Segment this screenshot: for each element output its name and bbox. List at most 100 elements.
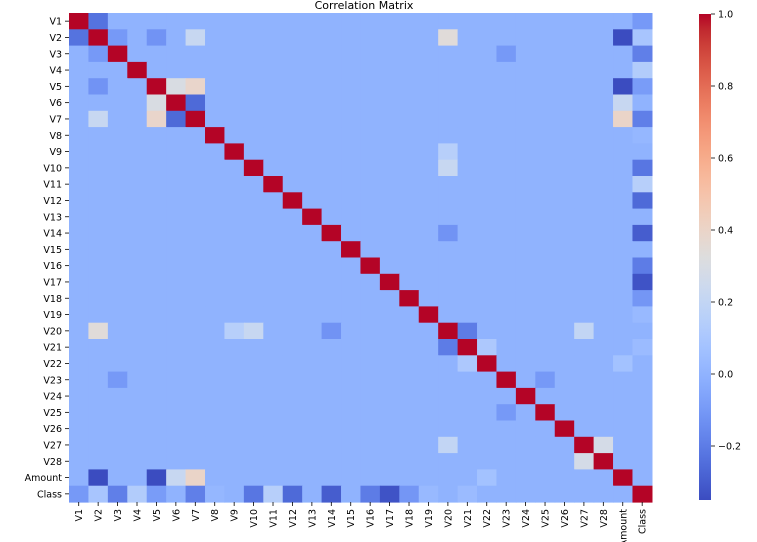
heatmap-cell-V23-V5 bbox=[146, 371, 167, 389]
heatmap-cell-V8-V13 bbox=[302, 127, 323, 144]
heatmap-cell-V15-V25 bbox=[535, 241, 556, 259]
heatmap-cell-V12-V20 bbox=[438, 192, 459, 210]
heatmap-cell-V14-V14 bbox=[321, 224, 342, 242]
heatmap-cell-V9-V26 bbox=[554, 143, 575, 161]
heatmap-cell-Amount-V4 bbox=[127, 469, 148, 487]
heatmap-cell-V11-V16 bbox=[360, 176, 381, 193]
heatmap-cell-V20-V22 bbox=[477, 322, 498, 340]
heatmap-cell-V23-V28 bbox=[593, 371, 614, 389]
heatmap-cell-V13-V28 bbox=[593, 208, 614, 226]
heatmap-cell-V7-Amount bbox=[613, 110, 634, 128]
heatmap-cell-V22-V7 bbox=[185, 355, 206, 373]
heatmap-cell-V13-V14 bbox=[321, 208, 342, 226]
heatmap-cell-Class-V22 bbox=[477, 485, 498, 503]
heatmap-cell-V17-V19 bbox=[418, 273, 439, 291]
heatmap-cell-V6-V25 bbox=[535, 94, 556, 112]
heatmap-cell-V7-V6 bbox=[166, 110, 187, 128]
heatmap-cell-V28-Amount bbox=[613, 453, 634, 470]
heatmap-cell-V22-V27 bbox=[574, 355, 595, 373]
heatmap-cell-V3-V28 bbox=[593, 45, 614, 63]
heatmap-cell-V16-V28 bbox=[593, 257, 614, 275]
x-tick-label-V3: V3 bbox=[113, 509, 124, 522]
heatmap-cell-Class-V11 bbox=[263, 485, 284, 503]
heatmap-cell-V12-V10 bbox=[243, 192, 264, 210]
heatmap-cell-Class-V6 bbox=[166, 485, 187, 503]
heatmap-cell-V18-V3 bbox=[107, 290, 128, 307]
heatmap-cell-V7-V4 bbox=[127, 110, 148, 128]
heatmap-cell-Class-V4 bbox=[127, 485, 148, 503]
heatmap-cell-V1-V22 bbox=[477, 13, 498, 30]
heatmap-cell-V16-V16 bbox=[360, 257, 381, 275]
heatmap-cell-V16-V11 bbox=[263, 257, 284, 275]
heatmap-cell-V14-V21 bbox=[457, 224, 478, 242]
heatmap-cell-V4-V19 bbox=[418, 61, 439, 79]
heatmap-cell-V12-V3 bbox=[107, 192, 128, 210]
heatmap-cell-V20-V14 bbox=[321, 322, 342, 340]
heatmap-cell-V1-V26 bbox=[554, 13, 575, 30]
heatmap-cell-V22-V4 bbox=[127, 355, 148, 373]
x-tick-label-V4: V4 bbox=[133, 509, 144, 522]
heatmap-cell-V18-V13 bbox=[302, 290, 323, 307]
heatmap-cell-V27-V27 bbox=[574, 436, 595, 454]
heatmap-cell-V22-V9 bbox=[224, 355, 245, 373]
heatmap-cell-V27-V28 bbox=[593, 436, 614, 454]
heatmap-cell-V5-V18 bbox=[399, 78, 420, 96]
heatmap-cell-V19-V18 bbox=[399, 306, 420, 324]
y-tick-label-Amount: Amount bbox=[25, 473, 63, 484]
heatmap-cell-V11-V11 bbox=[263, 176, 284, 193]
x-tick-label-V6: V6 bbox=[171, 509, 182, 522]
heatmap-cell-V22-V19 bbox=[418, 355, 439, 373]
heatmap-cell-V5-V11 bbox=[263, 78, 284, 96]
heatmap-cell-Amount-V16 bbox=[360, 469, 381, 487]
heatmap-cell-V6-V9 bbox=[224, 94, 245, 112]
heatmap-cell-V27-V12 bbox=[282, 436, 303, 454]
heatmap-cell-V14-V18 bbox=[399, 224, 420, 242]
heatmap-cell-V11-V23 bbox=[496, 176, 517, 193]
heatmap-cell-V24-V2 bbox=[88, 387, 109, 405]
heatmap-cell-V4-V26 bbox=[554, 61, 575, 79]
heatmap-cell-V18-V18 bbox=[399, 290, 420, 307]
heatmap-cell-V15-V17 bbox=[379, 241, 400, 259]
heatmap-cell-V19-V22 bbox=[477, 306, 498, 324]
heatmap-cell-V2-V17 bbox=[379, 29, 400, 47]
heatmap-cell-V27-V9 bbox=[224, 436, 245, 454]
heatmap-cell-V27-V5 bbox=[146, 436, 167, 454]
heatmap-cell-V11-V8 bbox=[205, 176, 226, 193]
heatmap-cell-V3-V10 bbox=[243, 45, 264, 63]
heatmap-cell-V24-V1 bbox=[69, 387, 90, 405]
heatmap-cell-V5-V15 bbox=[341, 78, 362, 96]
heatmap-cell-V13-V20 bbox=[438, 208, 459, 226]
heatmap-cell-V28-V6 bbox=[166, 453, 187, 470]
heatmap-cell-V21-V1 bbox=[69, 339, 90, 356]
y-tick-label-V18: V18 bbox=[43, 294, 62, 305]
heatmap-cell-V21-V26 bbox=[554, 339, 575, 356]
heatmap-cell-V20-Class bbox=[632, 322, 653, 340]
heatmap-cell-V28-V24 bbox=[515, 453, 536, 470]
heatmap-cell-V3-V27 bbox=[574, 45, 595, 63]
heatmap-cell-V19-V1 bbox=[69, 306, 90, 324]
colorbar-gradient bbox=[699, 14, 711, 500]
heatmap-cell-V9-V7 bbox=[185, 143, 206, 161]
heatmap-cell-V6-V10 bbox=[243, 94, 264, 112]
heatmap-cell-V3-V2 bbox=[88, 45, 109, 63]
heatmap-cell-V14-Amount bbox=[613, 224, 634, 242]
heatmap-cell-Amount-V14 bbox=[321, 469, 342, 487]
heatmap-cell-V26-V17 bbox=[379, 420, 400, 438]
heatmap-cell-V11-V10 bbox=[243, 176, 264, 193]
heatmap-cell-V1-V19 bbox=[418, 13, 439, 30]
heatmap-cell-V13-V11 bbox=[263, 208, 284, 226]
y-tick-label-V3: V3 bbox=[49, 49, 62, 60]
heatmap-cell-V14-V19 bbox=[418, 224, 439, 242]
heatmap-cell-V7-V11 bbox=[263, 110, 284, 128]
heatmap-cell-V18-V17 bbox=[379, 290, 400, 307]
heatmap-cell-V17-V2 bbox=[88, 273, 109, 291]
heatmap-cell-V4-Amount bbox=[613, 61, 634, 79]
heatmap-cell-V1-V23 bbox=[496, 13, 517, 30]
heatmap-cell-V20-V4 bbox=[127, 322, 148, 340]
y-tick-label-V1: V1 bbox=[49, 17, 62, 28]
y-tick-label-V10: V10 bbox=[43, 163, 62, 174]
heatmap-cell-V25-V26 bbox=[554, 404, 575, 422]
heatmap-cell-V9-V4 bbox=[127, 143, 148, 161]
heatmap-cell-V18-Class bbox=[632, 290, 653, 307]
heatmap-cell-V5-V1 bbox=[69, 78, 90, 96]
